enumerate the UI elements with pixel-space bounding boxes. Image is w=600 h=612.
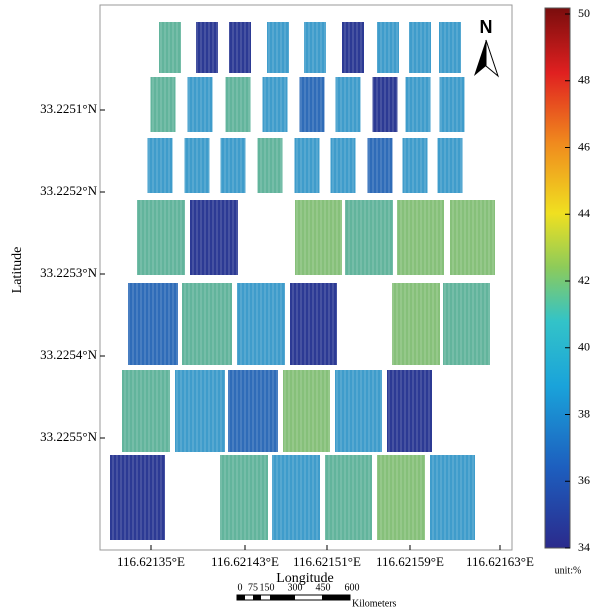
plot-texture [294, 138, 320, 193]
y-tick-label: 33.2255°N [40, 429, 97, 444]
north-arrow: N [474, 17, 500, 78]
x-tick-label: 116.62151°E [293, 554, 361, 569]
colorbar-tick-label: 40 [578, 340, 590, 354]
plot-texture [122, 370, 170, 452]
plot-texture [175, 370, 225, 452]
plot-texture [295, 200, 342, 275]
y-tick-label: 33.2254°N [40, 347, 97, 362]
y-axis-title: Latitude [10, 247, 25, 294]
plot-texture [272, 455, 320, 540]
plot-texture [409, 22, 431, 73]
plot-texture [257, 138, 283, 193]
plot-texture [184, 138, 210, 193]
colorbar-tick-label: 48 [578, 73, 590, 87]
field-plots [110, 22, 495, 540]
scale-labels: 0 75 150 300 450 600 [238, 582, 360, 593]
plot-texture [290, 283, 337, 365]
plot-texture [225, 77, 251, 132]
scale-label: 75 [248, 582, 258, 593]
plot-texture [342, 22, 364, 73]
colorbar-tick-label: 42 [578, 273, 590, 287]
plot-texture [283, 370, 330, 452]
plot-texture [147, 138, 173, 193]
colorbar-tick-label: 50 [578, 6, 590, 20]
x-tick-label: 116.62163°E [466, 554, 534, 569]
colorbar-tick-label: 44 [578, 206, 590, 220]
plot-texture [325, 455, 372, 540]
plot-texture [439, 22, 461, 73]
plot-texture [335, 77, 361, 132]
colorbar-ticks: 50 48 46 44 42 40 38 36 34 [565, 6, 590, 554]
plot-texture [402, 138, 428, 193]
plot-texture [187, 77, 213, 132]
y-tick-label: 33.2252°N [40, 183, 97, 198]
north-label: N [480, 17, 493, 37]
map-frame [99, 4, 513, 551]
colorbar-unit: unit:% [555, 565, 582, 576]
plot-texture [372, 77, 398, 132]
plot-texture [262, 77, 288, 132]
scale-bar [236, 594, 351, 601]
plot-texture [159, 22, 181, 73]
plot-texture [392, 283, 440, 365]
plot-texture [304, 22, 326, 73]
scale-label: 600 [345, 582, 360, 593]
plot-texture [267, 22, 289, 73]
plot-texture [377, 22, 399, 73]
x-tick-label: 116.62143°E [211, 554, 279, 569]
plot-texture [330, 138, 356, 193]
x-ticks: 116.62135°E 116.62143°E 116.62151°E 116.621… [117, 545, 534, 569]
plot-texture [228, 370, 278, 452]
plot-texture [137, 200, 185, 275]
plot-texture [397, 200, 444, 275]
plot-texture [196, 22, 218, 73]
colorbar-tick-label: 34 [578, 540, 590, 554]
plot-texture [387, 370, 432, 452]
plot-texture [377, 455, 425, 540]
plot-texture [430, 455, 475, 540]
plot-texture [450, 200, 495, 275]
scale-label: 450 [316, 582, 331, 593]
plot-texture [335, 370, 382, 452]
y-ticks: 33.2251°N 33.2252°N 33.2253°N 33.2254°N 33.2… [40, 101, 105, 444]
plot-texture [345, 200, 393, 275]
x-tick-label: 116.62135°E [117, 554, 185, 569]
plot-texture [367, 138, 393, 193]
x-axis-title: Longitude [276, 571, 334, 586]
colorbar-tick-label: 46 [578, 139, 590, 153]
plot-texture [237, 283, 285, 365]
scale-label: 150 [260, 582, 275, 593]
scale-unit: Kilometers [352, 598, 397, 609]
plot-texture [190, 200, 238, 275]
scale-label: 300 [288, 582, 303, 593]
plot-texture [128, 283, 178, 365]
plot-texture [443, 283, 490, 365]
scale-label: 0 [238, 582, 243, 593]
plot-texture [220, 455, 268, 540]
y-tick-label: 33.2253°N [40, 265, 97, 280]
x-tick-label: 116.62159°E [376, 554, 444, 569]
colorbar-tick-label: 36 [578, 473, 590, 487]
plot-texture [299, 77, 325, 132]
plot-texture [220, 138, 246, 193]
colorbar-tick-label: 38 [578, 406, 590, 420]
plot-texture [439, 77, 465, 132]
colorbar [544, 7, 571, 549]
plot-texture [229, 22, 251, 73]
plot-texture [182, 283, 232, 365]
plot-texture [150, 77, 176, 132]
y-tick-label: 33.2251°N [40, 101, 97, 116]
plot-texture [405, 77, 431, 132]
plot-texture [437, 138, 463, 193]
plot-texture [110, 455, 165, 540]
